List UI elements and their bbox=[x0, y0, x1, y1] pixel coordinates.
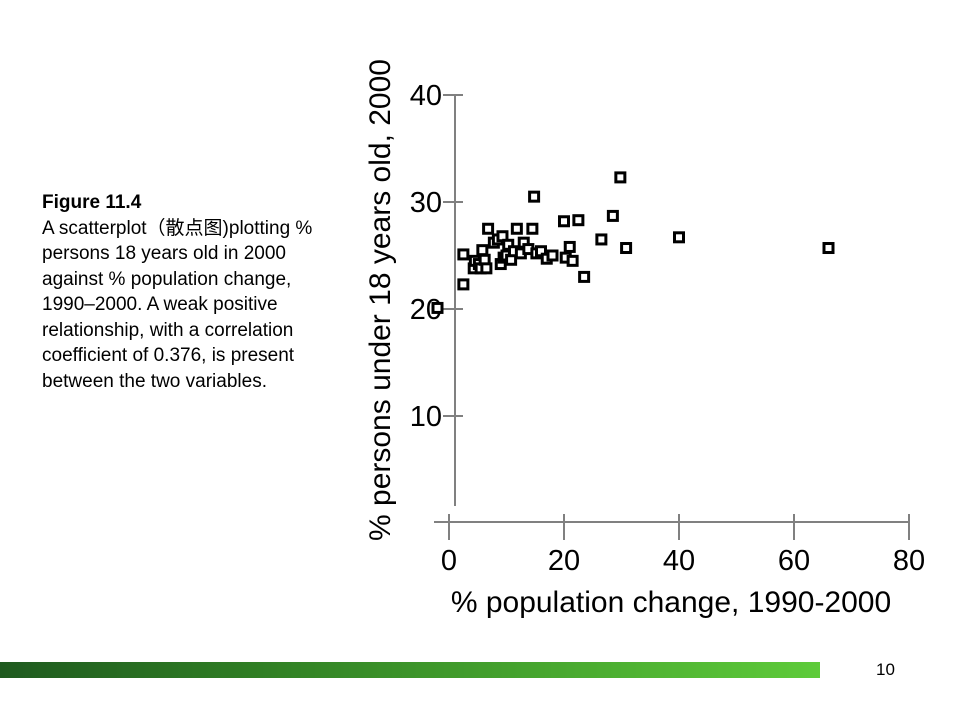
scatter-point bbox=[431, 301, 444, 314]
figure-description: A scatterplot（散点图)plotting % persons 18 … bbox=[42, 217, 313, 392]
scatter-point bbox=[614, 171, 627, 184]
scatter-point bbox=[822, 242, 835, 255]
scatter-point bbox=[606, 209, 619, 222]
scatter-point bbox=[510, 222, 523, 235]
scatter-point bbox=[526, 222, 539, 235]
x-axis-label: % population change, 1990-2000 bbox=[451, 586, 891, 619]
scatter-point bbox=[572, 214, 585, 227]
y-tick-label: 30 bbox=[410, 187, 442, 219]
scatter-points bbox=[431, 171, 835, 314]
y-tick-label: 40 bbox=[410, 80, 442, 112]
x-tick-label: 20 bbox=[548, 545, 580, 577]
x-tick-label: 60 bbox=[778, 545, 810, 577]
scatter-point bbox=[476, 244, 489, 257]
page-number: 10 bbox=[876, 660, 895, 679]
scatter-point bbox=[482, 222, 495, 235]
scatter-point bbox=[528, 190, 541, 203]
x-axis: 0 20 40 60 80 bbox=[434, 514, 925, 577]
scatter-point bbox=[578, 270, 591, 283]
scatter-point bbox=[595, 233, 608, 246]
scatter-point bbox=[563, 240, 576, 253]
scatter-point bbox=[457, 278, 470, 291]
scatter-point bbox=[620, 242, 633, 255]
scatter-point bbox=[566, 254, 579, 267]
scatter-point bbox=[673, 231, 685, 244]
x-tick-label: 80 bbox=[893, 545, 925, 577]
scatter-point bbox=[546, 249, 559, 262]
x-tick-label: 40 bbox=[663, 545, 695, 577]
scatter-chart: 10 20 30 40 0 20 40 60 80 % population change, … bbox=[364, 59, 925, 619]
footer-color-bar bbox=[0, 662, 820, 678]
y-axis-label: % persons under 18 years old, 2000 bbox=[364, 59, 397, 541]
x-tick-label: 0 bbox=[441, 545, 457, 577]
scatter-point bbox=[480, 262, 493, 275]
figure-title: Figure 11.4 bbox=[42, 192, 142, 213]
scatter-point bbox=[457, 248, 470, 261]
scatter-point bbox=[558, 215, 570, 228]
figure-caption: Figure 11.4 A scatterplot（散点图)plotting %… bbox=[42, 190, 342, 394]
y-tick-label: 10 bbox=[410, 401, 442, 433]
